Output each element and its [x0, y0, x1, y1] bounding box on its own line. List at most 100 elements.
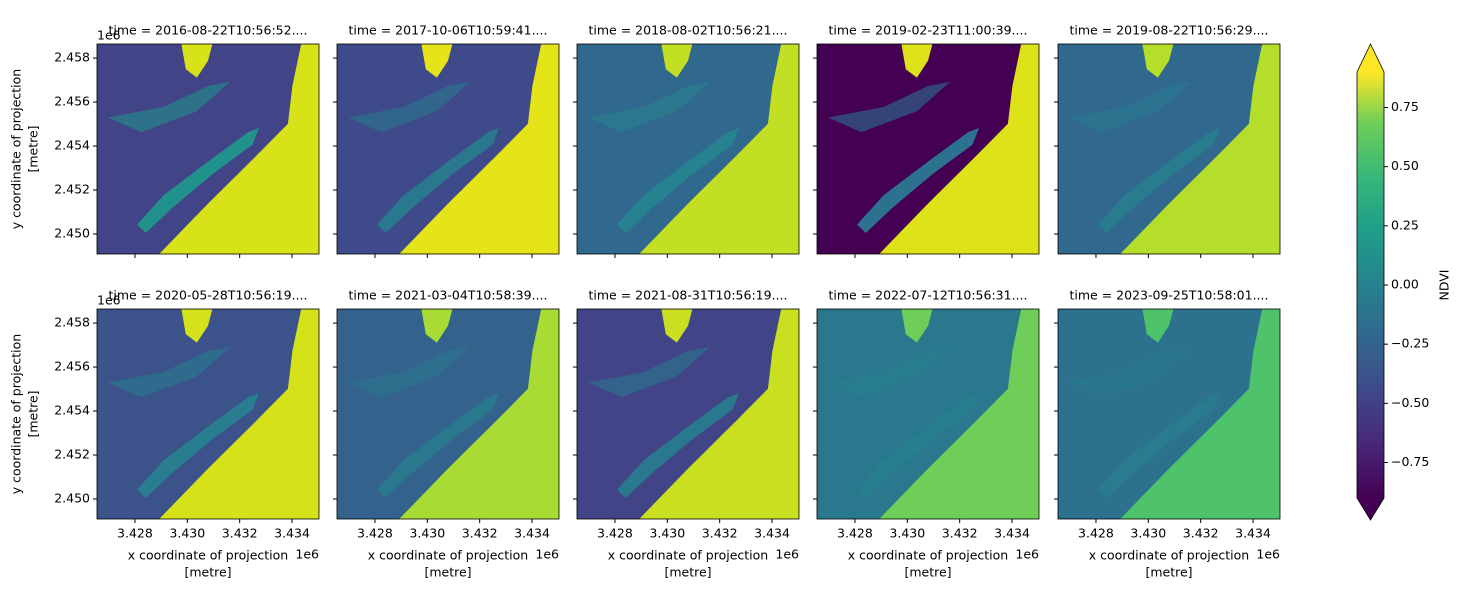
panel-frame [1057, 43, 1281, 255]
x-axis-label: x coordinate of projection [1089, 548, 1249, 563]
raster-sandbank [377, 128, 500, 233]
x-offset-label: 1e6 [295, 547, 319, 562]
x-axis-label: [metre] [1145, 565, 1192, 580]
panel-title: time = 2021-03-04T10:58:39.... [349, 288, 548, 303]
raster-land [159, 309, 319, 519]
raster-land [1120, 309, 1280, 519]
raster-island [1142, 309, 1174, 343]
facet-panel: time = 2022-07-12T10:56:31.... 3.428 3.430… [813, 288, 1040, 580]
x-tick-label: 3.430 [649, 526, 685, 541]
raster-island [181, 44, 213, 78]
colorbar-outline [1356, 43, 1385, 521]
y-axis-label: y coordinate of projection [9, 69, 24, 229]
raster-island [901, 309, 933, 343]
x-tick-label: 3.432 [222, 526, 258, 541]
facet-panel: time = 2020-05-28T10:56:19.... 3.428 3.430… [9, 288, 320, 580]
raster-shoal [108, 81, 231, 133]
raster-shoal [108, 346, 231, 398]
raster-island [901, 44, 933, 78]
x-tick-label: 3.432 [462, 526, 498, 541]
x-offset-label: 1e6 [1015, 547, 1039, 562]
panel-frame [96, 43, 320, 255]
x-tick-label: 3.432 [702, 526, 738, 541]
facet-panel: time = 2017-10-06T10:59:41.... [333, 23, 560, 258]
raster-sandbank [617, 128, 740, 233]
panel-frame [576, 43, 800, 255]
raster-land [159, 44, 319, 254]
raster-shoal [588, 81, 711, 133]
y-tick-label: 2.456 [54, 94, 90, 109]
raster-island [421, 44, 453, 78]
raster-sandbank [137, 393, 260, 498]
colorbar-extend-min [1357, 498, 1384, 520]
raster-land [879, 309, 1039, 519]
x-tick-label: 3.434 [1235, 526, 1271, 541]
panel-title: time = 2016-08-22T10:56:52.... [109, 23, 308, 38]
colorbar-tick-label: 0.50 [1391, 158, 1419, 173]
x-offset-label: 1e6 [1256, 547, 1280, 562]
x-tick-label: 3.434 [274, 526, 310, 541]
raster-land [639, 44, 799, 254]
colorbar-tick-label: 0.75 [1391, 99, 1419, 114]
panel-title: time = 2019-02-23T11:00:39.... [829, 23, 1028, 38]
x-axis-label: x coordinate of projection [608, 548, 768, 563]
raster-land [639, 309, 799, 519]
y-offset-label: 1e6 [97, 293, 121, 308]
panel-frame [576, 308, 800, 520]
y-axis-label: [metre] [26, 125, 41, 172]
x-tick-label: 3.428 [117, 526, 153, 541]
x-tick-label: 3.434 [994, 526, 1030, 541]
facet-panel: time = 2019-02-23T11:00:39.... [813, 23, 1040, 258]
x-tick-label: 3.434 [514, 526, 550, 541]
x-tick-label: 3.432 [1183, 526, 1219, 541]
x-tick-label: 3.430 [169, 526, 205, 541]
y-tick-label: 2.454 [54, 138, 90, 153]
x-offset-label: 1e6 [535, 547, 559, 562]
x-axis-label: x coordinate of projection [848, 548, 1008, 563]
y-offset-label: 1e6 [97, 28, 121, 43]
panel-title: time = 2017-10-06T10:59:41.... [349, 23, 548, 38]
raster-shoal [828, 81, 951, 133]
raster-sandbank [857, 393, 980, 498]
facet-panel: time = 2019-08-22T10:56:29.... [1054, 23, 1281, 258]
facet-panel: time = 2021-03-04T10:58:39.... 3.428 3.430… [333, 288, 560, 580]
x-axis-label: x coordinate of projection [368, 548, 528, 563]
raster-sandbank [617, 393, 740, 498]
colorbar-tick-label: 0.25 [1391, 217, 1419, 232]
x-tick-label: 3.428 [597, 526, 633, 541]
panel-title: time = 2020-05-28T10:56:19.... [109, 288, 308, 303]
colorbar: −0.75 −0.50 −0.25 0.00 0.25 0.50 0.75 NDVI [1356, 43, 1452, 521]
raster-island [181, 309, 213, 343]
x-tick-label: 3.430 [409, 526, 445, 541]
y-tick-label: 2.458 [54, 315, 90, 330]
panel-frame [96, 308, 320, 520]
raster-island [661, 309, 693, 343]
raster-sandbank [377, 393, 500, 498]
x-tick-label: 3.428 [357, 526, 393, 541]
raster-island [421, 309, 453, 343]
raster-shoal [348, 81, 471, 133]
panel-frame [336, 43, 560, 255]
raster-land [1120, 44, 1280, 254]
y-tick-label: 2.452 [54, 182, 90, 197]
colorbar-tick-label: 0.00 [1391, 277, 1419, 292]
panel-title: time = 2018-08-02T10:56:21.... [589, 23, 788, 38]
x-tick-label: 3.430 [889, 526, 925, 541]
y-tick-label: 2.452 [54, 447, 90, 462]
panel-title: time = 2023-09-25T10:58:01.... [1070, 288, 1269, 303]
y-axis-label: [metre] [26, 390, 41, 437]
panel-frame [816, 308, 1040, 520]
x-tick-label: 3.432 [942, 526, 978, 541]
x-tick-label: 3.428 [837, 526, 873, 541]
colorbar-tick-label: −0.25 [1391, 336, 1429, 351]
raster-island [1142, 44, 1174, 78]
y-tick-label: 2.458 [54, 50, 90, 65]
x-axis-label: [metre] [184, 565, 231, 580]
colorbar-gradient [1357, 72, 1384, 498]
x-axis-label: x coordinate of projection [128, 548, 288, 563]
x-offset-label: 1e6 [775, 547, 799, 562]
raster-shoal [1069, 81, 1192, 133]
facet-panel: time = 2016-08-22T10:56:52.... 2.450 2.452… [9, 23, 320, 258]
raster-island [661, 44, 693, 78]
